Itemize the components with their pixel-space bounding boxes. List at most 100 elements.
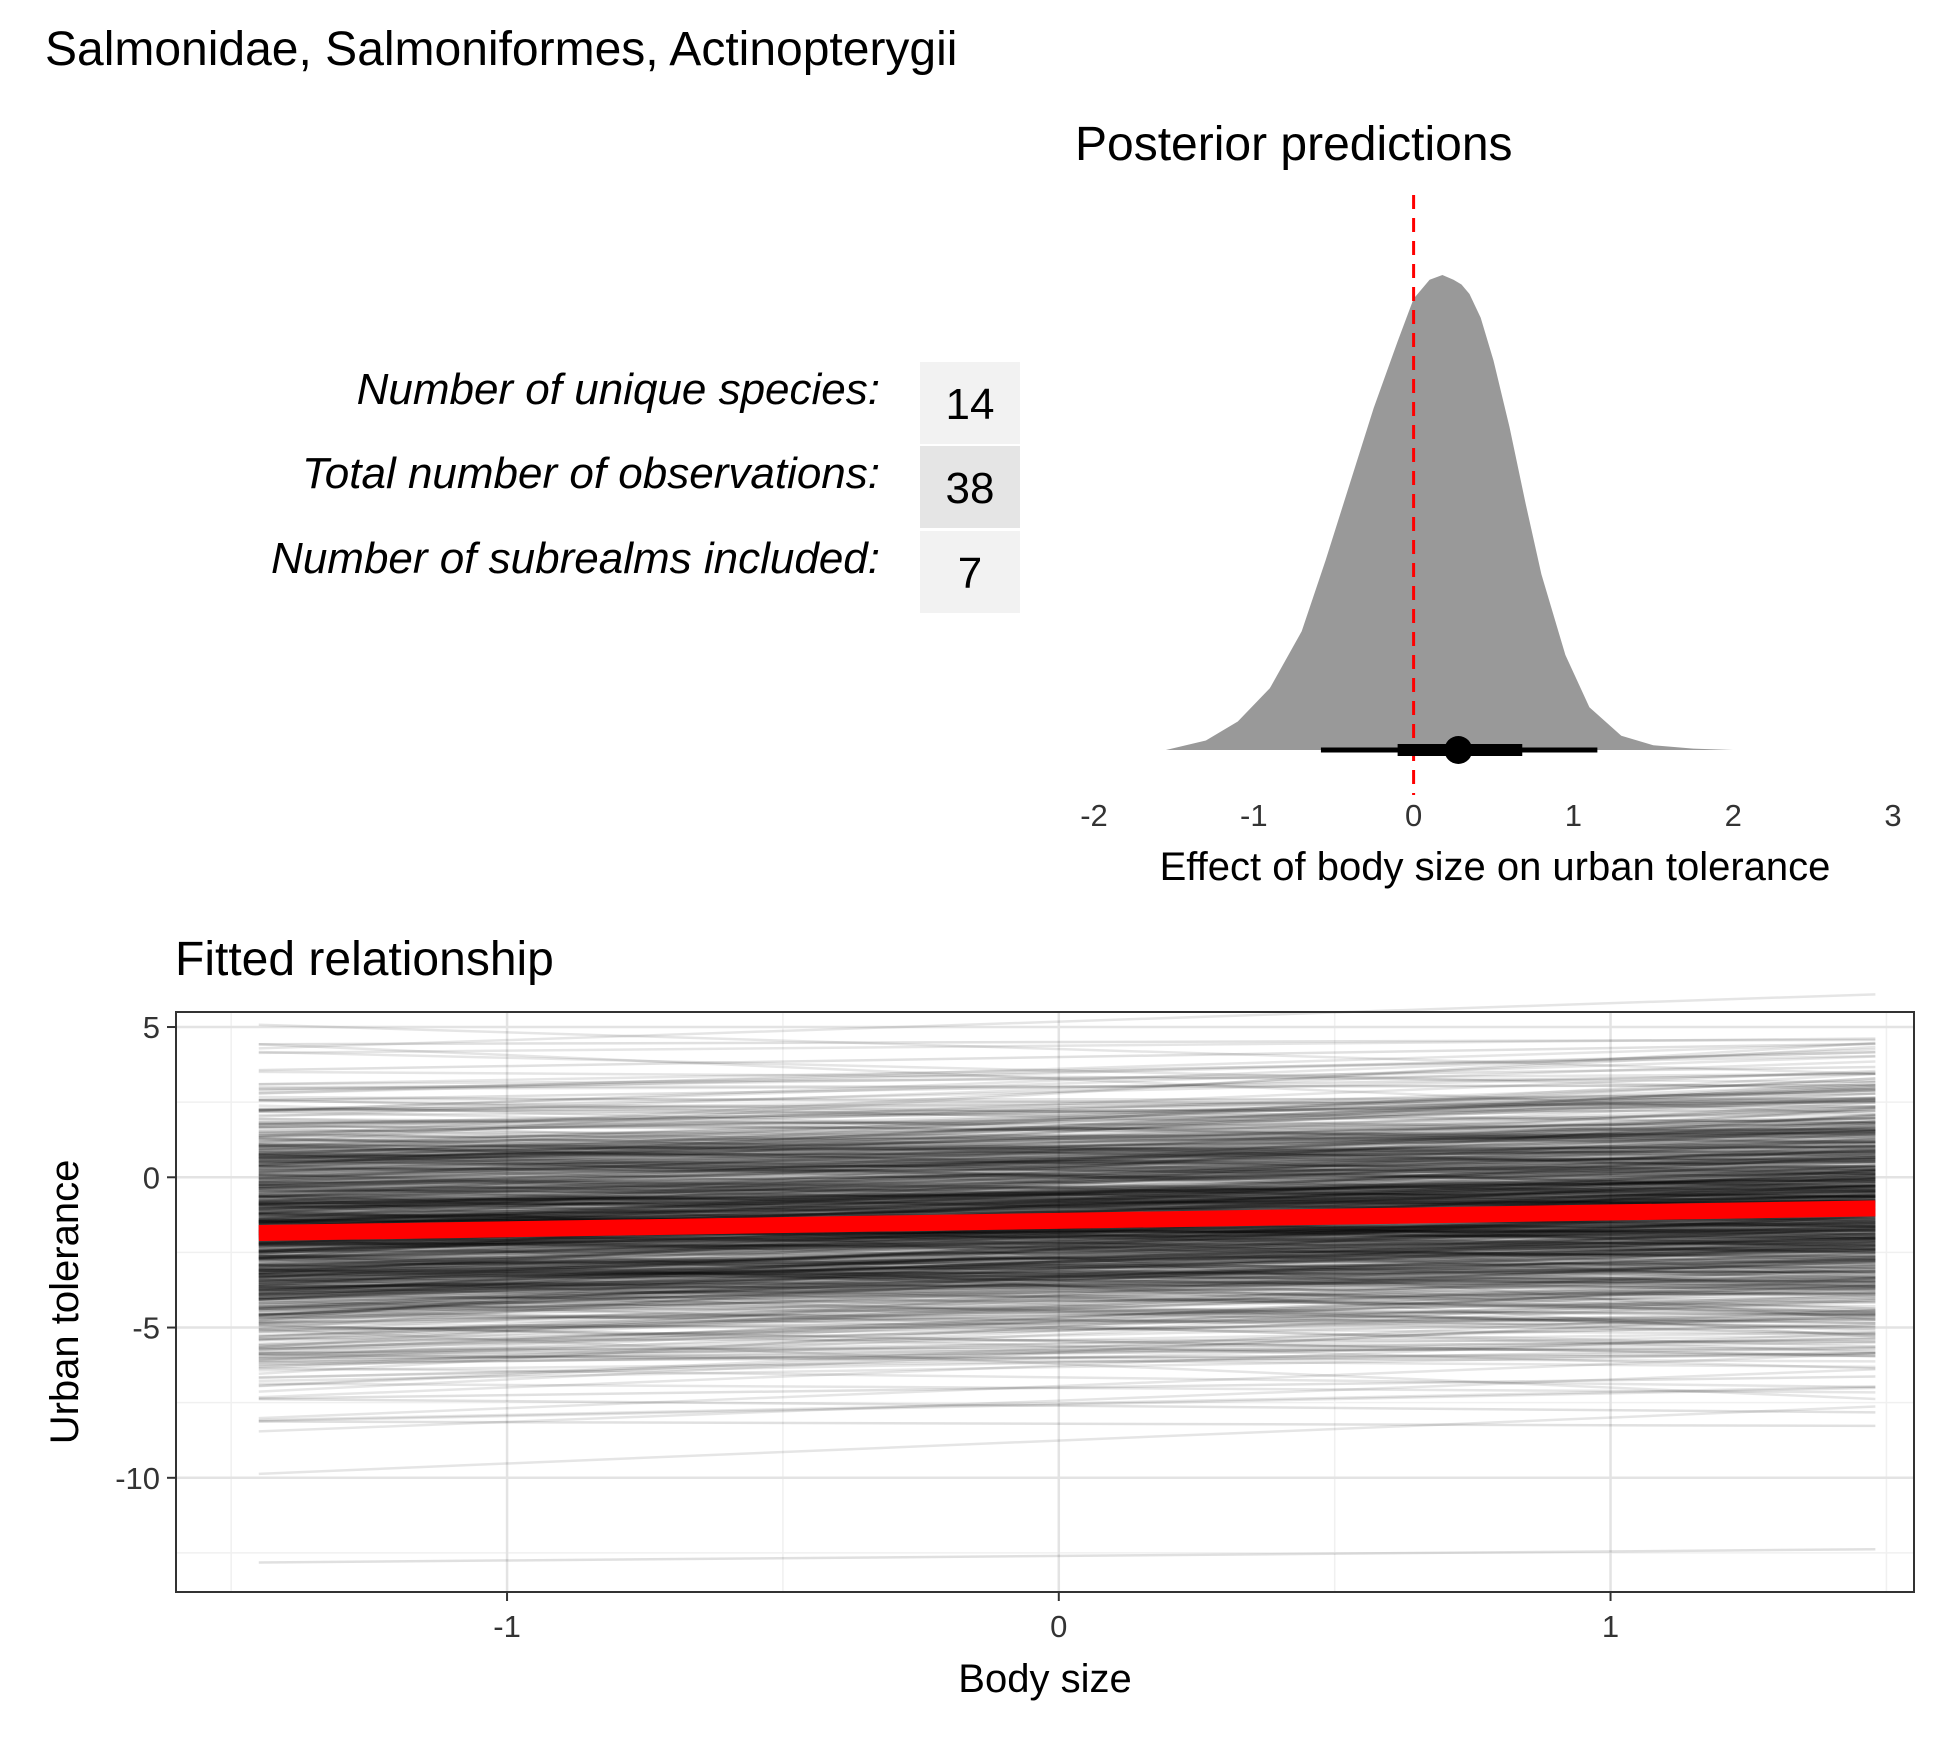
draw-line [258, 1254, 1876, 1284]
draw-line [258, 1134, 1876, 1183]
draw-line [258, 1141, 1876, 1187]
draw-line [258, 1226, 1876, 1271]
x-tick-label: 3 [1884, 798, 1901, 833]
draw-line [258, 1143, 1876, 1184]
draw-line [258, 1130, 1876, 1190]
draw-line [258, 1117, 1876, 1131]
draw-line [258, 1116, 1876, 1157]
draw-line [258, 1253, 1876, 1276]
draw-line [258, 1117, 1876, 1144]
point-estimate [1444, 736, 1473, 764]
draw-line [258, 1352, 1876, 1420]
draw-line [258, 1291, 1876, 1299]
draw-line [258, 1269, 1876, 1283]
draw-line [258, 1382, 1876, 1394]
draw-line [258, 1192, 1876, 1209]
draw-line [258, 1150, 1876, 1186]
draw-line [258, 1266, 1876, 1292]
draw-line [258, 1092, 1876, 1151]
draw-line [258, 1157, 1876, 1172]
draw-line [258, 1144, 1876, 1177]
draw-line [258, 1148, 1876, 1168]
draw-line [258, 1405, 1876, 1476]
draw-line [258, 1276, 1876, 1298]
draw-line [258, 1183, 1876, 1206]
draw-line [258, 1097, 1876, 1160]
draw-line [258, 1234, 1876, 1252]
draw-line [258, 1147, 1876, 1186]
draw-line [258, 1217, 1876, 1279]
draw-line [258, 1298, 1876, 1347]
draw-line [258, 1283, 1876, 1312]
draw-line [258, 1128, 1876, 1204]
draw-line [258, 1213, 1876, 1267]
draw-line [258, 1212, 1876, 1246]
draw-line [258, 1106, 1876, 1133]
draw-line [258, 1185, 1876, 1223]
draw-line [258, 1221, 1876, 1247]
draw-line [258, 1215, 1876, 1271]
draw-line [258, 1366, 1876, 1389]
draw-line [258, 1144, 1876, 1159]
draw-line [258, 1226, 1876, 1244]
draw-line [258, 1315, 1876, 1323]
draw-line [258, 1198, 1876, 1204]
draw-line [258, 1038, 1876, 1046]
draw-line [258, 1149, 1876, 1205]
figure-title: Salmonidae, Salmoniformes, Actinopterygi… [45, 23, 957, 76]
fitted-x-label: Body size [958, 1657, 1131, 1701]
draw-line [258, 1277, 1876, 1317]
draw-line [258, 1237, 1876, 1287]
draw-line [258, 1236, 1876, 1279]
draw-line [258, 1190, 1876, 1225]
y-tick-label: -5 [132, 1311, 160, 1346]
draw-line [258, 1160, 1876, 1188]
draw-line [258, 1200, 1876, 1320]
draw-line [258, 1238, 1876, 1267]
draw-line [258, 1136, 1876, 1192]
draw-line [258, 1301, 1876, 1317]
draw-line [258, 1279, 1876, 1287]
draw-line [258, 1227, 1876, 1295]
draw-line [258, 1140, 1876, 1211]
stat-label: Number of subrealms included: [271, 534, 880, 583]
draw-line [258, 1248, 1876, 1282]
draw-line [258, 1096, 1876, 1135]
draw-line [258, 1283, 1876, 1352]
draw-line [258, 1255, 1876, 1313]
draw-line [258, 1232, 1876, 1291]
draw-line [258, 1173, 1876, 1322]
draw-line [258, 1084, 1876, 1167]
draw-line [258, 1222, 1876, 1316]
draw-line [258, 1288, 1876, 1325]
draw-line [258, 1234, 1876, 1289]
draw-line [258, 1130, 1876, 1149]
draw-line [258, 1050, 1876, 1095]
draw-line [258, 1048, 1876, 1113]
draw-line [258, 1226, 1876, 1300]
draw-line [258, 1120, 1876, 1164]
fitted-y-ticks: 5 0 -5 -10 [115, 1010, 176, 1496]
draw-line [258, 1175, 1876, 1214]
draw-line [258, 1233, 1876, 1251]
draw-line [258, 1139, 1876, 1175]
draw-line [258, 1127, 1876, 1195]
draw-line [258, 1128, 1876, 1143]
draw-line [258, 1131, 1876, 1160]
draw-line [258, 1086, 1876, 1169]
draw-line [258, 1149, 1876, 1200]
draw-line [258, 1259, 1876, 1275]
draw-line [258, 1248, 1876, 1286]
draw-line [258, 1254, 1876, 1339]
x-tick-label: 0 [1405, 798, 1422, 833]
draw-line [258, 1175, 1876, 1212]
draw-line [258, 1177, 1876, 1211]
draw-line [258, 1256, 1876, 1286]
draw-line [258, 1196, 1876, 1208]
draw-line [258, 1144, 1876, 1160]
draw-line [258, 1313, 1876, 1388]
draw-line [258, 1354, 1876, 1360]
draw-line [258, 1313, 1876, 1328]
draw-line [258, 1286, 1876, 1354]
draw-line [258, 1274, 1876, 1281]
